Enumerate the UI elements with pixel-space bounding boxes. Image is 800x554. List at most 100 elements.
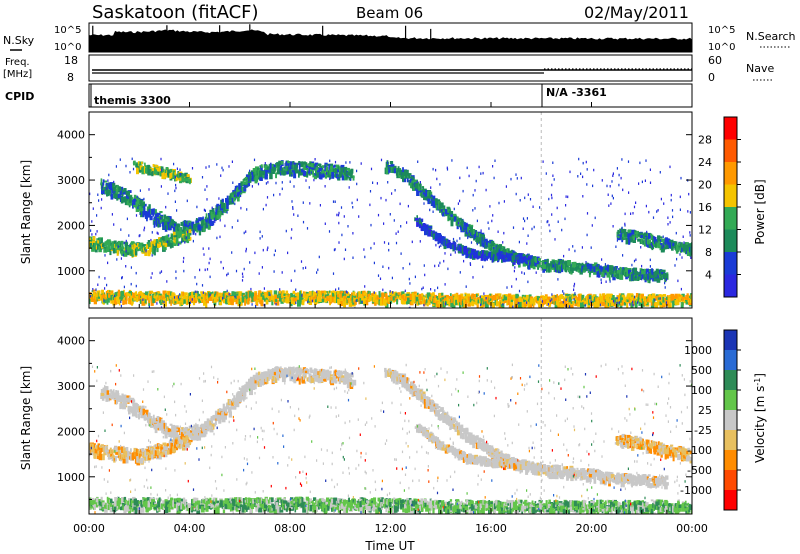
heatmap-cell: [113, 298, 118, 305]
heatmap-cell: [434, 298, 439, 302]
heatmap-cell: [124, 198, 128, 206]
heatmap-cell: [471, 301, 475, 307]
heatmap-cell: [329, 169, 332, 175]
heatmap-noise: [447, 267, 449, 271]
heatmap-cell: [378, 297, 380, 301]
heatmap-cell: [350, 296, 353, 299]
heatmap-cell: [340, 167, 344, 172]
heatmap-cell: [255, 175, 259, 182]
heatmap-noise: [156, 231, 158, 235]
heatmap-cell: [136, 295, 139, 303]
heatmap-cell: [567, 293, 571, 297]
heatmap-noise: [417, 160, 419, 163]
heatmap-noise: [620, 176, 622, 180]
heatmap-noise: [611, 180, 613, 183]
heatmap-noise: [206, 268, 209, 271]
heatmap-noise: [663, 244, 665, 248]
heatmap-cell: [246, 183, 249, 188]
heatmap-noise: [420, 219, 423, 222]
heatmap-cell: [151, 168, 155, 172]
heatmap-cell: [690, 247, 692, 254]
heatmap-noise: [454, 251, 456, 254]
heatmap-noise: [191, 167, 194, 170]
heatmap-cell: [576, 299, 579, 304]
heatmap-cell: [192, 300, 196, 306]
heatmap-cell: [471, 231, 473, 236]
heatmap-cell: [492, 294, 497, 300]
heatmap-noise: [334, 200, 336, 203]
heatmap-cell: [324, 165, 327, 172]
heatmap-noise: [103, 299, 105, 302]
heatmap-cell: [403, 295, 406, 301]
heatmap-cell: [568, 296, 572, 303]
heatmap-noise: [173, 296, 176, 299]
heatmap-cell: [498, 252, 502, 258]
heatmap-cell: [144, 211, 149, 216]
heatmap-cell: [119, 195, 123, 198]
heatmap-cell: [319, 163, 322, 167]
heatmap-cell: [527, 301, 531, 308]
heatmap-noise: [340, 206, 343, 209]
heatmap-cell: [121, 250, 123, 256]
heatmap-cell: [458, 244, 462, 248]
heatmap-cell: [296, 162, 299, 165]
heatmap-noise: [455, 247, 457, 250]
heatmap-cell: [235, 194, 238, 199]
heatmap-noise: [292, 207, 294, 210]
heatmap-cell: [143, 299, 147, 303]
heatmap-noise: [183, 256, 185, 260]
heatmap-noise: [246, 208, 248, 211]
heatmap-cell: [623, 236, 627, 239]
heatmap-noise: [275, 181, 277, 185]
heatmap-noise: [423, 202, 425, 205]
heatmap-noise: [409, 282, 411, 285]
heatmap-cell: [205, 299, 209, 304]
heatmap-cell: [537, 258, 541, 261]
heatmap-noise: [316, 271, 318, 274]
heatmap-cell: [183, 299, 187, 303]
heatmap-cell: [418, 222, 422, 229]
heatmap-cell: [117, 194, 120, 199]
heatmap-cell: [321, 290, 325, 295]
heatmap-noise: [332, 200, 335, 203]
heatmap-cell: [205, 300, 208, 308]
heatmap-cell: [333, 297, 336, 303]
heatmap-cell: [198, 298, 200, 303]
heatmap-cell: [374, 299, 377, 306]
heatmap-cell: [425, 227, 428, 231]
heatmap-cell: [472, 251, 475, 254]
heatmap-cell: [564, 260, 568, 267]
heatmap-cell: [163, 214, 167, 218]
heatmap-noise: [104, 277, 106, 280]
heatmap-noise: [422, 286, 424, 289]
heatmap-noise: [363, 248, 365, 251]
heatmap-cell: [657, 297, 661, 300]
heatmap-cell: [642, 300, 645, 307]
heatmap-cell: [320, 173, 324, 177]
heatmap-noise: [352, 206, 354, 209]
heatmap-noise: [654, 298, 656, 302]
heatmap-noise: [274, 249, 276, 252]
heatmap-noise: [377, 213, 380, 217]
heatmap-noise: [582, 195, 584, 198]
heatmap-noise: [139, 189, 141, 192]
heatmap-noise: [635, 201, 637, 204]
heatmap-cell: [494, 252, 497, 260]
heatmap-cell: [122, 299, 125, 305]
heatmap-cell: [450, 214, 454, 217]
heatmap-noise: [573, 297, 575, 301]
heatmap-cell: [433, 297, 436, 304]
heatmap-cell: [334, 293, 338, 299]
heatmap-cell: [655, 272, 659, 278]
heatmap-noise: [581, 246, 583, 249]
heatmap-cell: [260, 299, 264, 307]
heatmap-cell: [344, 298, 349, 305]
heatmap-noise: [392, 291, 394, 294]
heatmap-cell: [477, 299, 480, 304]
heatmap-noise: [480, 172, 482, 175]
heatmap-cell: [159, 222, 161, 228]
heatmap-cell: [324, 172, 327, 179]
heatmap-cell: [248, 295, 250, 301]
heatmap-cell: [334, 164, 337, 167]
heatmap-cell: [149, 215, 153, 221]
